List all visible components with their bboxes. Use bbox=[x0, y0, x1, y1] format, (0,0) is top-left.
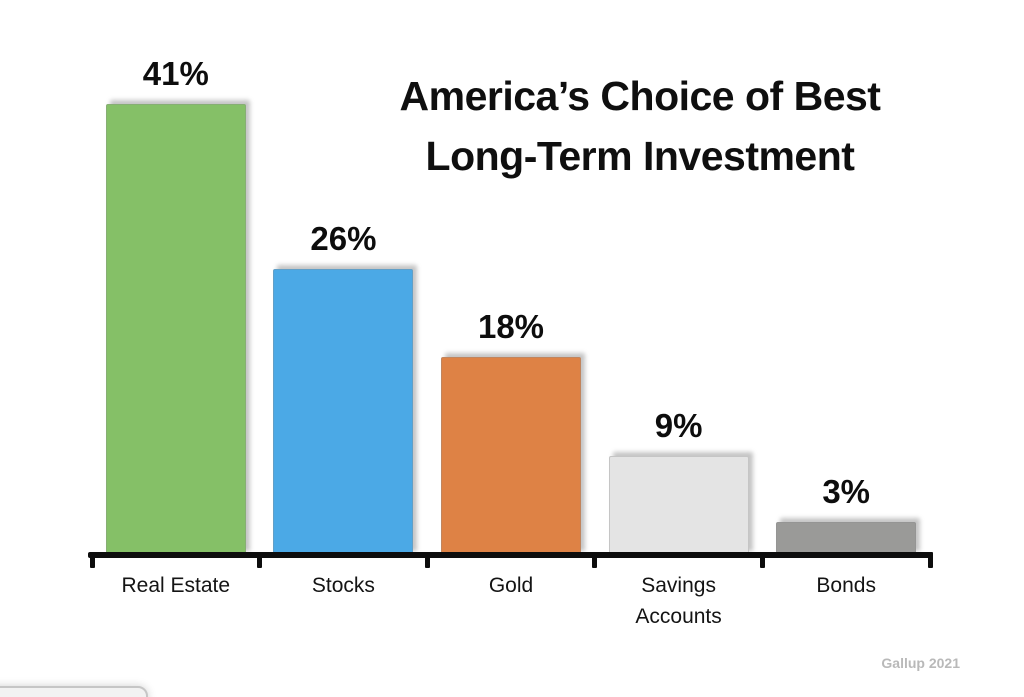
chart-title-line-2: Long-Term Investment bbox=[425, 133, 855, 179]
category-label-bonds: Bonds bbox=[816, 574, 876, 597]
bar-real-estate bbox=[105, 104, 246, 555]
category-label-gold: Gold bbox=[488, 574, 534, 597]
category-label-savings-accounts: Savings Accounts bbox=[635, 574, 722, 628]
bar-savings-accounts bbox=[608, 456, 749, 555]
category-label-stocks: Stocks bbox=[311, 574, 375, 597]
chart-title-line-1: America’s Choice of Best bbox=[399, 73, 881, 119]
value-label-savings-accounts: 9% bbox=[654, 407, 703, 444]
bar-stocks bbox=[273, 269, 414, 555]
cutoff-bottom-left-element bbox=[0, 686, 148, 697]
x-axis-tick bbox=[257, 552, 263, 568]
bar-gold bbox=[441, 357, 581, 555]
value-label-stocks: 26% bbox=[310, 220, 377, 257]
value-label-real-estate: 41% bbox=[142, 55, 209, 92]
x-axis-tick bbox=[927, 552, 933, 568]
attribution-text: Gallup 2021 bbox=[881, 655, 960, 671]
x-axis-line bbox=[88, 552, 933, 558]
bar-bonds bbox=[776, 522, 917, 555]
x-axis-tick bbox=[424, 552, 430, 568]
x-axis-tick bbox=[89, 552, 95, 568]
value-label-bonds: 3% bbox=[822, 473, 871, 510]
category-label-real-estate: Real Estate bbox=[121, 574, 231, 597]
x-axis-tick bbox=[759, 552, 765, 568]
chart-title: America’s Choice of Best Long-Term Inves… bbox=[365, 66, 915, 186]
value-label-gold: 18% bbox=[477, 308, 545, 345]
x-axis-tick bbox=[592, 552, 598, 568]
